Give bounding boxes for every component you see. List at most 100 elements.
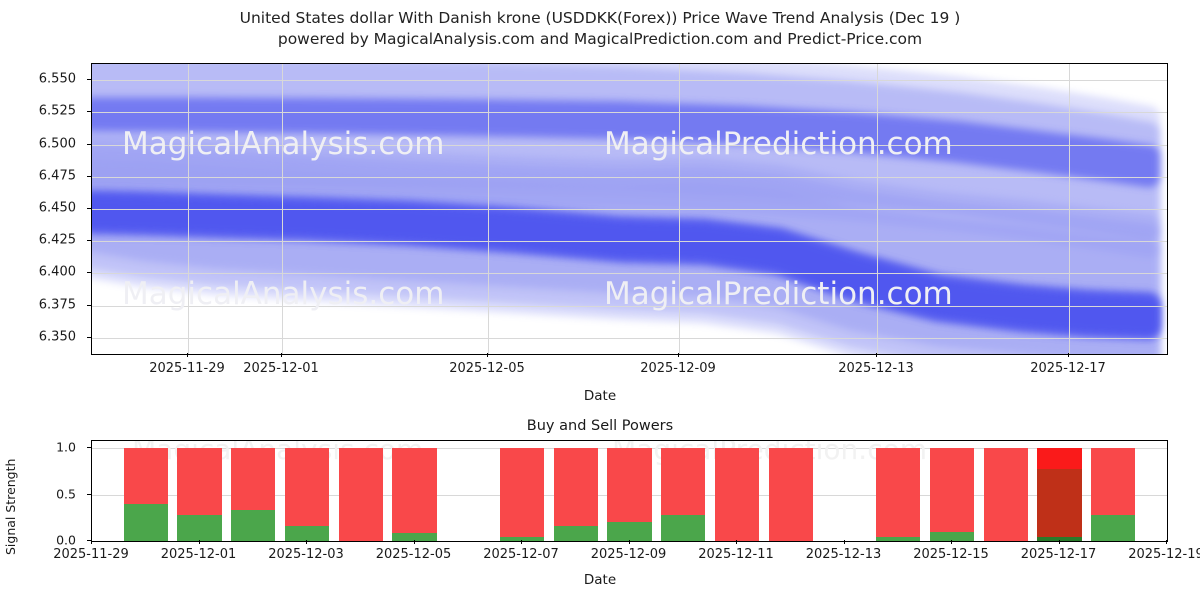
y-tick-mark (87, 79, 91, 81)
gridline-v (1069, 64, 1070, 354)
x-tick-label: 2025-12-17 (1030, 361, 1106, 376)
x-tick-mark (487, 353, 488, 357)
signal-bar[interactable] (983, 448, 1028, 541)
y-tick-label: 6.475 (38, 168, 76, 184)
signal-bar[interactable] (338, 448, 383, 541)
signal-bar[interactable] (607, 448, 652, 541)
bar-segment-sell (607, 448, 652, 522)
x-tick-mark (1058, 540, 1060, 544)
bar-segment-sell (768, 448, 813, 541)
bar-segment-sell (876, 448, 921, 538)
gridline-h (92, 112, 1167, 114)
x-tick-label: 2025-12-01 (160, 547, 237, 562)
signal-bar[interactable] (1091, 448, 1136, 541)
signal-bar[interactable] (929, 448, 974, 541)
bar-segment-buy (1091, 515, 1136, 541)
gridline-h (92, 337, 1167, 339)
y-tick-mark (87, 304, 91, 306)
x-tick-label: 2025-12-09 (640, 361, 716, 376)
x-tick-label: 2025-12-09 (590, 547, 667, 562)
x-tick-mark (413, 540, 415, 544)
y-tick-label: 6.525 (38, 103, 76, 119)
wave-band (92, 97, 1160, 188)
gridline-h (92, 80, 1167, 82)
y-tick-label: 0.0 (56, 532, 76, 548)
signal-bar[interactable] (177, 448, 222, 541)
signal-bar[interactable] (661, 448, 706, 541)
bar-segment-sell (123, 448, 168, 504)
signal-bar[interactable] (499, 448, 544, 541)
x-tick-label: 2025-12-07 (483, 547, 559, 562)
y-tick-mark (87, 272, 91, 274)
y-tick-mark (87, 208, 91, 209)
signal-bar[interactable] (284, 448, 329, 541)
bar-segment-buy (607, 521, 652, 541)
signal-bar[interactable] (714, 448, 759, 541)
x-tick-mark (521, 540, 522, 544)
bar-segment-buy (876, 537, 921, 541)
price-wave-bands (92, 64, 1160, 354)
gridline-h (92, 241, 1167, 243)
bar-segment-buy (177, 515, 222, 541)
bar-segment-sell (499, 448, 544, 538)
gridline-v (679, 64, 680, 354)
bar-segment-sell (1091, 448, 1136, 516)
x-tick-label: 2025-12-05 (449, 361, 525, 376)
bar-segment-buy (392, 532, 437, 541)
bar-segment-buy (284, 526, 329, 541)
bar-segment-sell (284, 448, 329, 527)
y-tick-mark (87, 493, 91, 495)
wave-band (92, 194, 1160, 336)
x-tick-mark (306, 540, 307, 544)
bar-segment-sell (929, 448, 974, 532)
bar-segment-sell (177, 448, 222, 516)
x-tick-label: 2025-12-11 (698, 547, 774, 562)
gridline-v (188, 64, 189, 354)
bar-segment-sell (231, 448, 276, 510)
top-chart-xlabel: Date (583, 388, 617, 404)
y-tick-mark (87, 336, 91, 338)
x-tick-label: 2025-12-17 (1020, 547, 1097, 562)
bar-segment-sell (661, 448, 706, 516)
y-tick-mark (87, 143, 91, 145)
bar-segment-sell-bright (1037, 448, 1082, 469)
bar-segment-sell (553, 448, 598, 527)
y-tick-label: 6.500 (38, 136, 76, 152)
y-tick-mark (87, 447, 91, 449)
signal-bar[interactable] (392, 448, 437, 541)
signal-bar[interactable] (553, 448, 598, 541)
x-tick-mark (187, 353, 188, 357)
x-tick-label: 2025-12-13 (838, 361, 914, 376)
x-tick-mark (1068, 353, 1069, 357)
gridline-v (488, 64, 489, 354)
bar-segment-sell (983, 448, 1028, 541)
bar-segment-buy (231, 509, 276, 541)
signal-bar[interactable] (876, 448, 921, 541)
bar-segment-buy (661, 515, 706, 541)
bar-segment-sell (338, 448, 383, 541)
y-tick-label: 6.350 (38, 329, 76, 345)
x-tick-label: 2025-12-13 (805, 547, 882, 562)
gridline-h (92, 176, 1167, 178)
title-line-2: powered by MagicalAnalysis.com and Magic… (277, 30, 923, 48)
y-tick-mark (87, 175, 91, 177)
y-tick-label: 6.425 (38, 232, 76, 248)
x-tick-label: 2025-12-01 (243, 361, 319, 376)
signal-bar[interactable] (1037, 448, 1082, 541)
y-tick-label: 6.375 (38, 297, 76, 313)
gridline-v (282, 64, 283, 354)
x-tick-mark (198, 540, 200, 544)
signal-bar[interactable] (768, 448, 813, 541)
x-tick-mark (1166, 540, 1167, 544)
page-title: United States dollar With Danish krone (… (0, 8, 1200, 50)
x-tick-mark (876, 353, 877, 357)
x-tick-mark (628, 540, 630, 544)
x-tick-label: 2025-12-05 (375, 547, 452, 562)
x-tick-mark (678, 353, 679, 357)
bar-segment-buy (499, 537, 544, 541)
y-tick-mark (87, 240, 91, 242)
signal-bar[interactable] (123, 448, 168, 541)
signal-bar[interactable] (231, 448, 276, 541)
bar-segment-buy (123, 503, 168, 541)
